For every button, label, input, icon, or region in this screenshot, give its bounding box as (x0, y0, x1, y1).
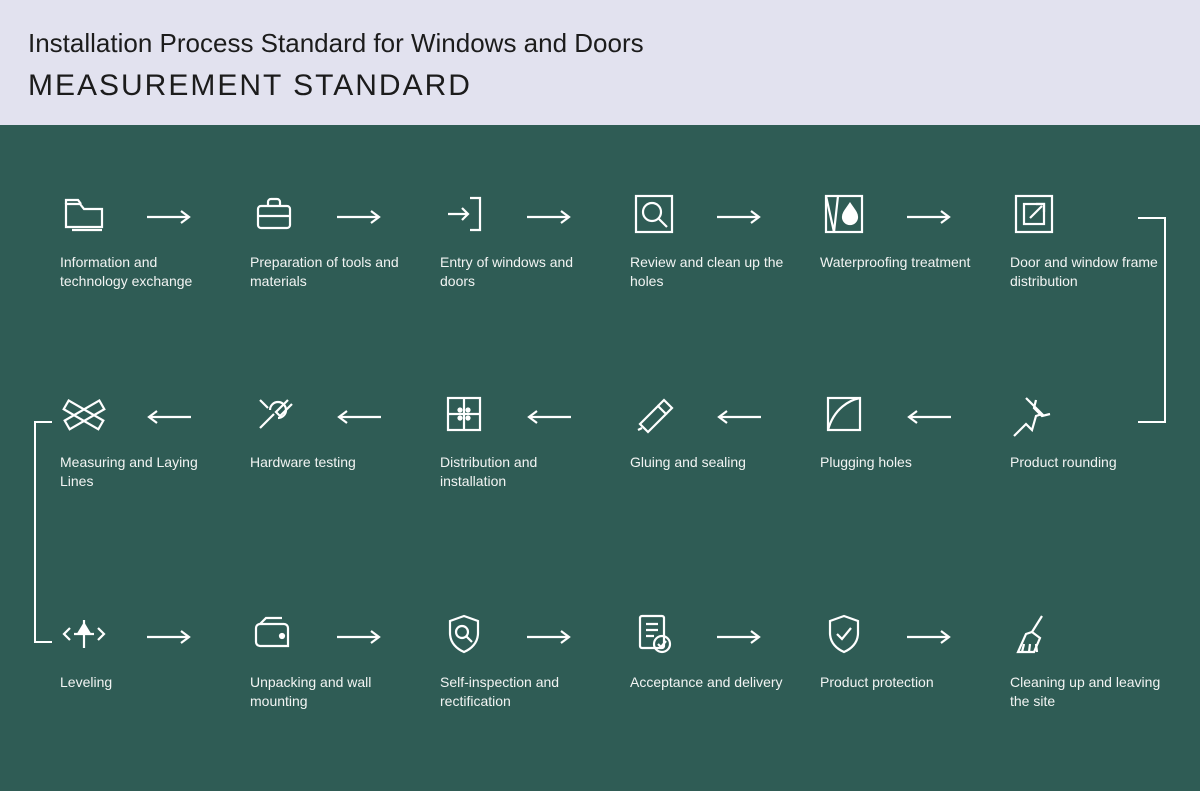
step-gluing: Gluing and sealing (630, 385, 790, 472)
cabinet-icon (440, 385, 600, 443)
step-label: Preparation of tools and materials (250, 253, 410, 291)
step-unpacking: Unpacking and wall mounting (250, 605, 410, 711)
step-label: Entry of windows and doors (440, 253, 600, 291)
step-review-clean: Review and clean up the holes (630, 185, 790, 291)
connector-left-bottom (34, 641, 52, 643)
step-label: Gluing and sealing (630, 453, 790, 472)
step-protection: Product protection (820, 605, 980, 692)
waterproof-icon (820, 185, 980, 243)
wallet-icon (250, 605, 410, 663)
arrow-left-icon (905, 407, 953, 427)
frame-out-icon (1010, 185, 1170, 243)
step-frame-distribution: Door and window frame distribution (1010, 185, 1170, 291)
arrow-right-icon (905, 627, 953, 647)
step-label: Distribution and installation (440, 453, 600, 491)
flowchart-board: Information and technology exchange Prepa… (0, 125, 1200, 791)
step-label: Acceptance and delivery (630, 673, 790, 692)
step-dist-install: Distribution and installation (440, 385, 600, 491)
glue-icon (630, 385, 790, 443)
step-leveling: Leveling (60, 605, 220, 692)
connector-left-top (34, 421, 52, 423)
step-entry: Entry of windows and doors (440, 185, 600, 291)
shield-search-icon (440, 605, 600, 663)
broom-icon (1010, 605, 1170, 663)
rulers-icon (60, 385, 220, 443)
door-arrow-icon (440, 185, 600, 243)
step-label: Waterproofing treatment (820, 253, 980, 272)
step-label: Plugging holes (820, 453, 980, 472)
arrow-left-icon (715, 407, 763, 427)
step-info-exchange: Information and technology exchange (60, 185, 220, 291)
square-corner-icon (820, 385, 980, 443)
header: Installation Process Standard for Window… (0, 0, 1200, 125)
step-prep-tools: Preparation of tools and materials (250, 185, 410, 291)
step-label: Unpacking and wall mounting (250, 673, 410, 711)
arrow-right-icon (145, 627, 193, 647)
arrow-right-icon (715, 627, 763, 647)
arrow-right-icon (335, 627, 383, 647)
step-label: Information and technology exchange (60, 253, 220, 291)
arrow-left-icon (145, 407, 193, 427)
arrow-right-icon (905, 207, 953, 227)
step-hardware-test: Hardware testing (250, 385, 410, 472)
doc-check-icon (630, 605, 790, 663)
folder-icon (60, 185, 220, 243)
connector-left (34, 421, 36, 643)
step-label: Cleaning up and leaving the site (1010, 673, 1170, 711)
step-label: Measuring and Laying Lines (60, 453, 220, 491)
pin-icon (1010, 385, 1170, 443)
step-waterproofing: Waterproofing treatment (820, 185, 980, 272)
step-product-rounding: Product rounding (1010, 385, 1170, 472)
step-acceptance: Acceptance and delivery (630, 605, 790, 692)
step-measuring: Measuring and Laying Lines (60, 385, 220, 491)
step-label: Review and clean up the holes (630, 253, 790, 291)
arrow-left-icon (335, 407, 383, 427)
shield-check-icon (820, 605, 980, 663)
step-label: Product protection (820, 673, 980, 692)
arrow-right-icon (335, 207, 383, 227)
tools-icon (250, 385, 410, 443)
page-supertitle: Installation Process Standard for Window… (28, 28, 1172, 59)
magnify-icon (630, 185, 790, 243)
step-self-inspection: Self-inspection and rectification (440, 605, 600, 711)
arrow-right-icon (525, 207, 573, 227)
arrow-right-icon (145, 207, 193, 227)
step-plugging: Plugging holes (820, 385, 980, 472)
step-label: Self-inspection and rectification (440, 673, 600, 711)
step-label: Door and window frame distribution (1010, 253, 1170, 291)
step-label: Product rounding (1010, 453, 1170, 472)
level-icon (60, 605, 220, 663)
arrow-right-icon (715, 207, 763, 227)
step-label: Leveling (60, 673, 220, 692)
step-cleaning: Cleaning up and leaving the site (1010, 605, 1170, 711)
step-label: Hardware testing (250, 453, 410, 472)
arrow-right-icon (525, 627, 573, 647)
page-title: MEASUREMENT STANDARD (28, 69, 1172, 103)
arrow-left-icon (525, 407, 573, 427)
briefcase-icon (250, 185, 410, 243)
